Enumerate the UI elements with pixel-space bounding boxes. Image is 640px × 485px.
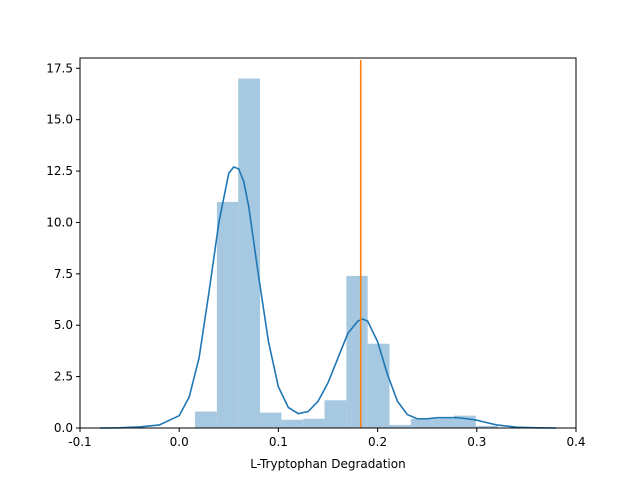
histogram-bar: [260, 412, 282, 428]
kde-line: [99, 165, 557, 429]
y-tick-label: 10.0: [46, 215, 73, 229]
x-tick-label: -0.1: [68, 435, 91, 449]
x-tick-label: 0.1: [269, 435, 288, 449]
histogram-bar: [216, 201, 239, 428]
y-tick-label: 0.0: [54, 421, 73, 435]
histogram-bar: [346, 275, 368, 428]
histogram-bars: [195, 78, 498, 429]
x-tick-label: 0.2: [368, 435, 387, 449]
histogram-bar: [281, 419, 304, 428]
y-axis: 0.0 2.5 5.0 7.5 10.0 12.5 15.0 17.5: [46, 61, 80, 435]
x-tick-label: 0.4: [566, 435, 585, 449]
x-axis-label: L-Tryptophan Degradation: [250, 457, 405, 471]
histogram-bar: [303, 418, 325, 428]
histogram-bar: [195, 411, 217, 428]
x-tick-label: 0.3: [467, 435, 486, 449]
histogram-bar: [432, 418, 454, 428]
y-tick-label: 2.5: [54, 370, 73, 384]
histogram-bar: [367, 343, 390, 428]
x-tick-label: 0.0: [170, 435, 189, 449]
histogram-bar: [389, 424, 411, 428]
y-tick-label: 15.0: [46, 113, 73, 127]
y-tick-label: 5.0: [54, 318, 73, 332]
x-axis: -0.1 0.0 0.1 0.2 0.3 0.4: [68, 428, 586, 449]
y-tick-label: 7.5: [54, 267, 73, 281]
histogram-bar: [238, 78, 261, 429]
histogram-bar: [475, 425, 498, 428]
plot-frame: [79, 57, 577, 429]
histogram-bar: [410, 418, 433, 428]
histogram-bar: [324, 400, 347, 428]
y-tick-label: 17.5: [46, 61, 73, 75]
y-tick-label: 12.5: [46, 164, 73, 178]
